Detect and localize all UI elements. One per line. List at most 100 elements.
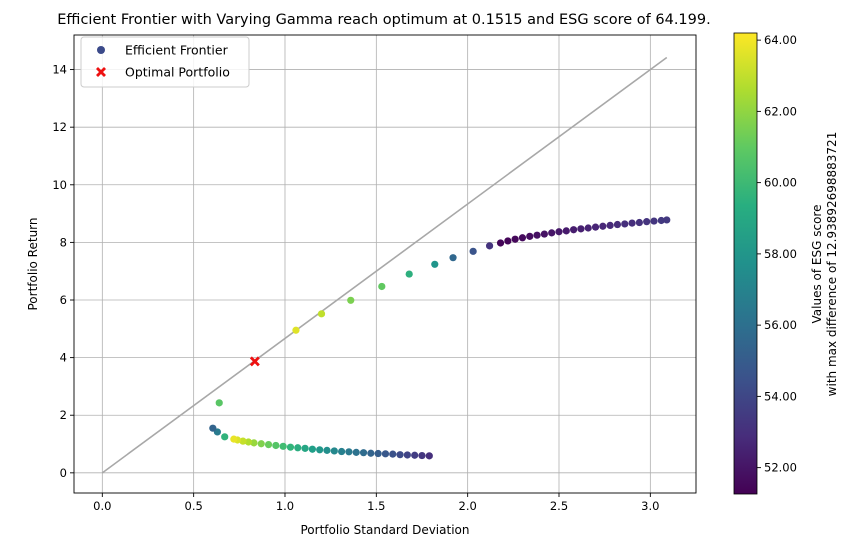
legend-marker-efficient-frontier <box>97 46 105 54</box>
frontier-point-65 <box>663 216 671 224</box>
x-axis-ticks: 0.0 0.5 1.0 1.5 2.0 2.5 3.0 <box>93 493 659 513</box>
frontier-point-53 <box>577 225 585 233</box>
colorbar-tick-label: 58.00 <box>764 247 797 261</box>
frontier-point-5 <box>389 450 397 458</box>
frontier-point-26 <box>239 437 247 445</box>
frontier-point-59 <box>621 220 629 228</box>
frontier-point-44 <box>511 235 519 243</box>
x-tick-label: 0.5 <box>185 499 203 513</box>
frontier-point-45 <box>518 234 527 242</box>
frontier-point-60 <box>628 219 636 227</box>
y-tick-label: 10 <box>52 178 67 192</box>
frontier-point-22 <box>264 441 273 449</box>
x-tick-label: 1.0 <box>276 499 294 513</box>
x-axis-label: Portfolio Standard Deviation <box>301 523 470 537</box>
y-tick-label: 12 <box>52 120 67 134</box>
frontier-point-0 <box>425 452 433 460</box>
legend-label-efficient-frontier: Efficient Frontier <box>125 43 229 58</box>
frontier-point-51 <box>562 227 570 235</box>
grid <box>74 35 696 493</box>
frontier-point-64 <box>657 216 665 225</box>
colorbar-tick-label: 54.00 <box>764 389 797 403</box>
colorbar-tick-label: 64.00 <box>764 33 797 47</box>
frontier-point-42 <box>496 239 505 247</box>
frontier-point-46 <box>526 232 534 240</box>
frontier-point-48 <box>540 230 548 238</box>
y-tick-label: 8 <box>60 235 67 249</box>
frontier-point-2 <box>411 451 419 459</box>
y-tick-label: 0 <box>60 466 67 480</box>
legend-label-optimal-portfolio: Optimal Portfolio <box>125 65 230 80</box>
frontier-point-47 <box>533 231 541 239</box>
x-tick-label: 2.5 <box>550 499 568 513</box>
frontier-point-57 <box>606 221 614 230</box>
frontier-point-18 <box>294 444 302 452</box>
y-axis-label: Portfolio Return <box>26 218 40 311</box>
frontier-point-37 <box>405 270 413 278</box>
frontier-point-13 <box>330 447 338 455</box>
frontier-point-14 <box>323 446 331 454</box>
frontier-point-19 <box>286 443 295 451</box>
frontier-point-63 <box>650 217 658 225</box>
plot-frame <box>73 34 697 494</box>
legend-marker-optimal-portfolio <box>96 67 106 77</box>
frontier-point-1 <box>418 451 426 460</box>
frontier-point-31 <box>209 424 217 432</box>
frontier-point-49 <box>548 229 556 237</box>
optimal-portfolio-marker <box>249 356 260 367</box>
frontier-point-9 <box>359 449 368 457</box>
frontier-point-21 <box>272 441 280 450</box>
chart-title: Efficient Frontier with Varying Gamma re… <box>57 12 710 28</box>
frontier-point-15 <box>316 446 324 454</box>
frontier-point-6 <box>381 450 390 458</box>
frontier-point-4 <box>396 451 404 459</box>
frontier-point-29 <box>221 433 229 441</box>
plot-area: 0.0 0.5 1.0 1.5 2.0 2.5 3.0 0 2 4 6 8 10 12 14 <box>52 34 697 513</box>
frontier-point-35 <box>347 296 355 304</box>
frontier-point-28 <box>230 435 238 443</box>
frontier-point-38 <box>431 260 439 268</box>
colorbar-tick-label: 60.00 <box>764 176 797 190</box>
x-tick-label: 0.0 <box>93 499 111 513</box>
colorbar-ticks: 52.00 54.00 56.00 58.00 60.00 62.00 64.00 <box>757 33 797 475</box>
frontier-point-11 <box>345 448 353 456</box>
y-tick-label: 2 <box>60 408 67 422</box>
frontier-point-52 <box>570 226 578 234</box>
frontier-point-25 <box>244 438 253 446</box>
frontier-point-3 <box>403 451 411 459</box>
y-axis-ticks: 0 2 4 6 8 10 12 14 <box>52 63 74 480</box>
frontier-point-16 <box>308 445 316 453</box>
capital-market-line <box>101 56 668 474</box>
frontier-point-43 <box>504 237 512 245</box>
optimal-portfolio-x <box>249 356 260 367</box>
frontier-point-10 <box>352 448 360 456</box>
y-tick-label: 4 <box>60 351 67 365</box>
frontier-point-17 <box>301 444 309 452</box>
frontier-point-7 <box>374 449 382 458</box>
x-tick-label: 3.0 <box>641 499 659 513</box>
colorbar: 52.00 54.00 56.00 58.00 60.00 62.00 64.00 Valu… <box>733 32 839 495</box>
frontier-point-58 <box>613 220 622 229</box>
colorbar-label-line2: with max difference of 12.93892698883721 <box>825 132 839 397</box>
frontier-point-54 <box>584 224 592 232</box>
y-tick-label: 6 <box>60 293 67 307</box>
frontier-point-50 <box>555 228 563 236</box>
frontier-point-40 <box>469 247 477 255</box>
frontier-point-41 <box>485 242 494 250</box>
frontier-point-24 <box>250 439 258 447</box>
scatter-points <box>209 216 671 460</box>
colorbar-tick-label: 52.00 <box>764 461 797 475</box>
frontier-point-55 <box>591 223 600 231</box>
frontier-point-61 <box>635 218 643 227</box>
colorbar-tick-label: 62.00 <box>764 104 797 118</box>
frontier-point-62 <box>643 218 651 226</box>
x-tick-label: 2.0 <box>459 499 477 513</box>
colorbar-label-line1: Values of ESG score <box>810 205 824 324</box>
frontier-point-36 <box>378 282 386 291</box>
frontier-point-23 <box>257 440 265 448</box>
frontier-point-39 <box>449 254 457 262</box>
legend-box <box>80 36 250 88</box>
colorbar-gradient <box>733 32 758 495</box>
colorbar-tick-label: 56.00 <box>764 318 797 332</box>
